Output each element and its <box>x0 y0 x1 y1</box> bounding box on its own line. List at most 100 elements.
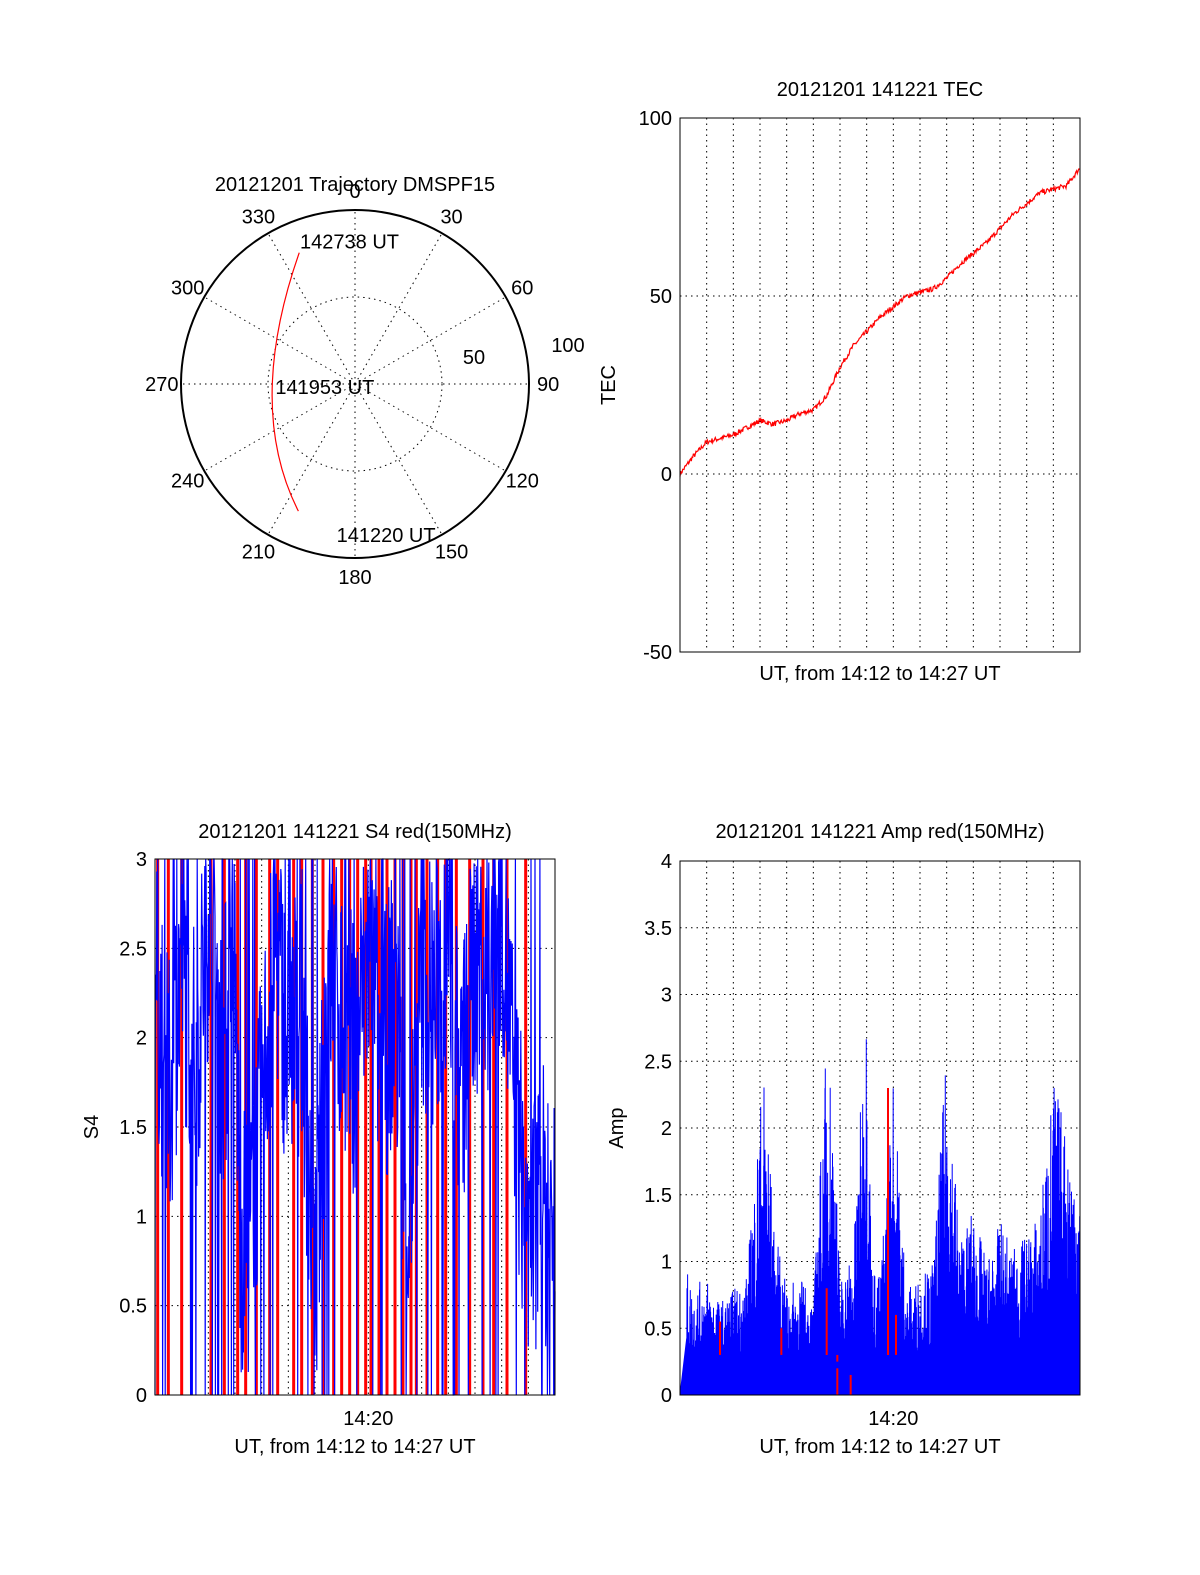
polar-azimuth-label: 240 <box>171 471 204 493</box>
polar-spoke <box>354 383 443 535</box>
polar-radial-label: 100 <box>551 335 584 357</box>
amp-grid <box>680 861 1080 1395</box>
y-tick-label: 100 <box>639 108 672 130</box>
s4-red-spike <box>340 859 344 1395</box>
s4-red-spike <box>524 859 528 1395</box>
tec-grid <box>680 118 1080 652</box>
y-tick-label: 0 <box>661 1385 672 1407</box>
s4-x-tick-labels: 14:20 <box>343 1408 393 1430</box>
s4-red-spike <box>468 859 472 1395</box>
polar-azimuth-label: 90 <box>537 374 559 396</box>
y-tick-label: -50 <box>643 642 672 664</box>
polar-spoke <box>267 383 356 535</box>
s4-y-axis-label: S4 <box>81 1115 103 1139</box>
y-tick-label: 2.5 <box>644 1051 672 1073</box>
y-tick-label: 50 <box>650 286 672 308</box>
y-tick-label: 1 <box>661 1252 672 1274</box>
y-tick-label: 2 <box>136 1028 147 1050</box>
polar-spoke <box>204 383 356 472</box>
y-tick-label: 1.5 <box>644 1185 672 1207</box>
y-tick-label: 0.5 <box>644 1318 672 1340</box>
polar-azimuth-label: 330 <box>242 207 275 229</box>
amp-blue-series <box>679 1039 1081 1396</box>
y-tick-label: 3 <box>661 985 672 1007</box>
y-tick-label: 3 <box>136 849 147 871</box>
polar-radial-label: 50 <box>463 347 485 369</box>
y-tick-label: 1.5 <box>119 1117 147 1139</box>
y-tick-label: 0.5 <box>119 1296 147 1318</box>
polar-spoke <box>267 233 356 385</box>
s4-red-spike <box>364 859 368 1395</box>
s4-red-spike <box>454 859 458 1395</box>
x-tick-label: 14:20 <box>868 1408 918 1430</box>
amp-x-tick-labels: 14:20 <box>868 1408 918 1430</box>
amp-x-axis-label: UT, from 14:12 to 14:27 UT <box>759 1436 1000 1458</box>
s4-red-spike <box>276 859 280 1395</box>
polar-azimuth-label: 210 <box>242 541 275 563</box>
s4-chart: 20121201 141221 S4 red(150MHz) 0 0.5 1 1.5 2… <box>81 821 556 1458</box>
trajectory-time-label: 141220 UT <box>337 525 436 547</box>
s4-red-spike <box>332 859 336 1395</box>
trajectory-track <box>271 252 300 512</box>
s4-red-spike <box>505 859 509 1395</box>
polar-chart-title: 20121201 Trajectory DMSPF15 <box>215 174 495 196</box>
y-tick-label: 1 <box>136 1206 147 1228</box>
amp-chart: 20121201 141221 Amp red(150MHz) 0 0.5 1 1.5… <box>606 821 1081 1458</box>
polar-azimuth-label: 300 <box>171 277 204 299</box>
tec-y-axis-label: TEC <box>598 365 620 405</box>
polar-spoke <box>354 383 506 472</box>
polar-azimuth-label: 120 <box>506 471 539 493</box>
y-tick-label: 3.5 <box>644 918 672 940</box>
tec-chart-title: 20121201 141221 TEC <box>777 79 983 101</box>
amp-y-axis-label: Amp <box>606 1107 628 1148</box>
s4-x-axis-label: UT, from 14:12 to 14:27 UT <box>234 1436 475 1458</box>
y-tick-label: 2 <box>661 1118 672 1140</box>
y-tick-label: 2.5 <box>119 938 147 960</box>
s4-red-spike <box>492 859 496 1395</box>
x-tick-label: 14:20 <box>343 1408 393 1430</box>
polar-spoke <box>354 296 506 385</box>
polar-spoke <box>204 296 356 385</box>
s4-y-tick-labels: 0 0.5 1 1.5 2 2.5 3 <box>119 849 147 1407</box>
polar-azimuth-label: 0 <box>349 181 360 203</box>
polar-azimuth-label: 270 <box>145 374 178 396</box>
trajectory-annotations: 142738 UT 141953 UT 141220 UT <box>275 232 435 547</box>
polar-azimuth-label: 30 <box>440 207 462 229</box>
polar-trajectory-chart: 20121201 Trajectory DMSPF15 0 30 60 90 120 15… <box>145 174 585 589</box>
s4-red-spike <box>444 859 448 1395</box>
s4-red-spike <box>436 859 440 1395</box>
y-tick-label: 4 <box>661 851 672 873</box>
tec-plot-frame <box>679 117 1081 653</box>
trajectory-time-label: 142738 UT <box>300 232 399 254</box>
polar-grid <box>180 209 530 559</box>
amp-plot-frame <box>679 860 1081 1396</box>
polar-azimuth-label: 180 <box>338 567 371 589</box>
s4-red-spike <box>156 859 160 1395</box>
amp-red-series <box>719 1087 897 1395</box>
tec-x-axis-label: UT, from 14:12 to 14:27 UT <box>759 663 1000 685</box>
polar-outer-circle <box>180 209 530 559</box>
s4-red-spike <box>393 859 397 1395</box>
polar-ring-50 <box>267 296 443 472</box>
y-tick-label: 0 <box>136 1385 147 1407</box>
s4-chart-title: 20121201 141221 S4 red(150MHz) <box>198 821 512 843</box>
polar-azimuth-labels: 0 30 60 90 120 150 180 210 240 270 300 330 <box>145 181 559 589</box>
s4-red-spike <box>180 859 184 1395</box>
s4-red-spike <box>292 859 296 1395</box>
polar-azimuth-label: 150 <box>435 541 468 563</box>
s4-red-spike <box>209 859 213 1395</box>
y-tick-label: 0 <box>661 464 672 486</box>
tec-chart: 20121201 141221 TEC -50 0 50 100 UT, from 1… <box>598 79 1081 685</box>
polar-spoke <box>354 233 443 385</box>
s4-plot-frame <box>154 858 556 1396</box>
polar-azimuth-label: 60 <box>511 277 533 299</box>
tec-y-tick-labels: -50 0 50 100 <box>639 108 672 664</box>
amp-chart-title: 20121201 141221 Amp red(150MHz) <box>715 821 1044 843</box>
trajectory-time-label: 141953 UT <box>275 377 374 399</box>
s4-red-spike <box>377 859 381 1395</box>
s4-red-spike <box>369 859 373 1395</box>
amp-y-tick-labels: 0 0.5 1 1.5 2 2.5 3 3.5 4 <box>644 851 672 1407</box>
polar-radial-labels: 50 100 <box>463 335 585 369</box>
s4-red-spike <box>222 859 226 1395</box>
